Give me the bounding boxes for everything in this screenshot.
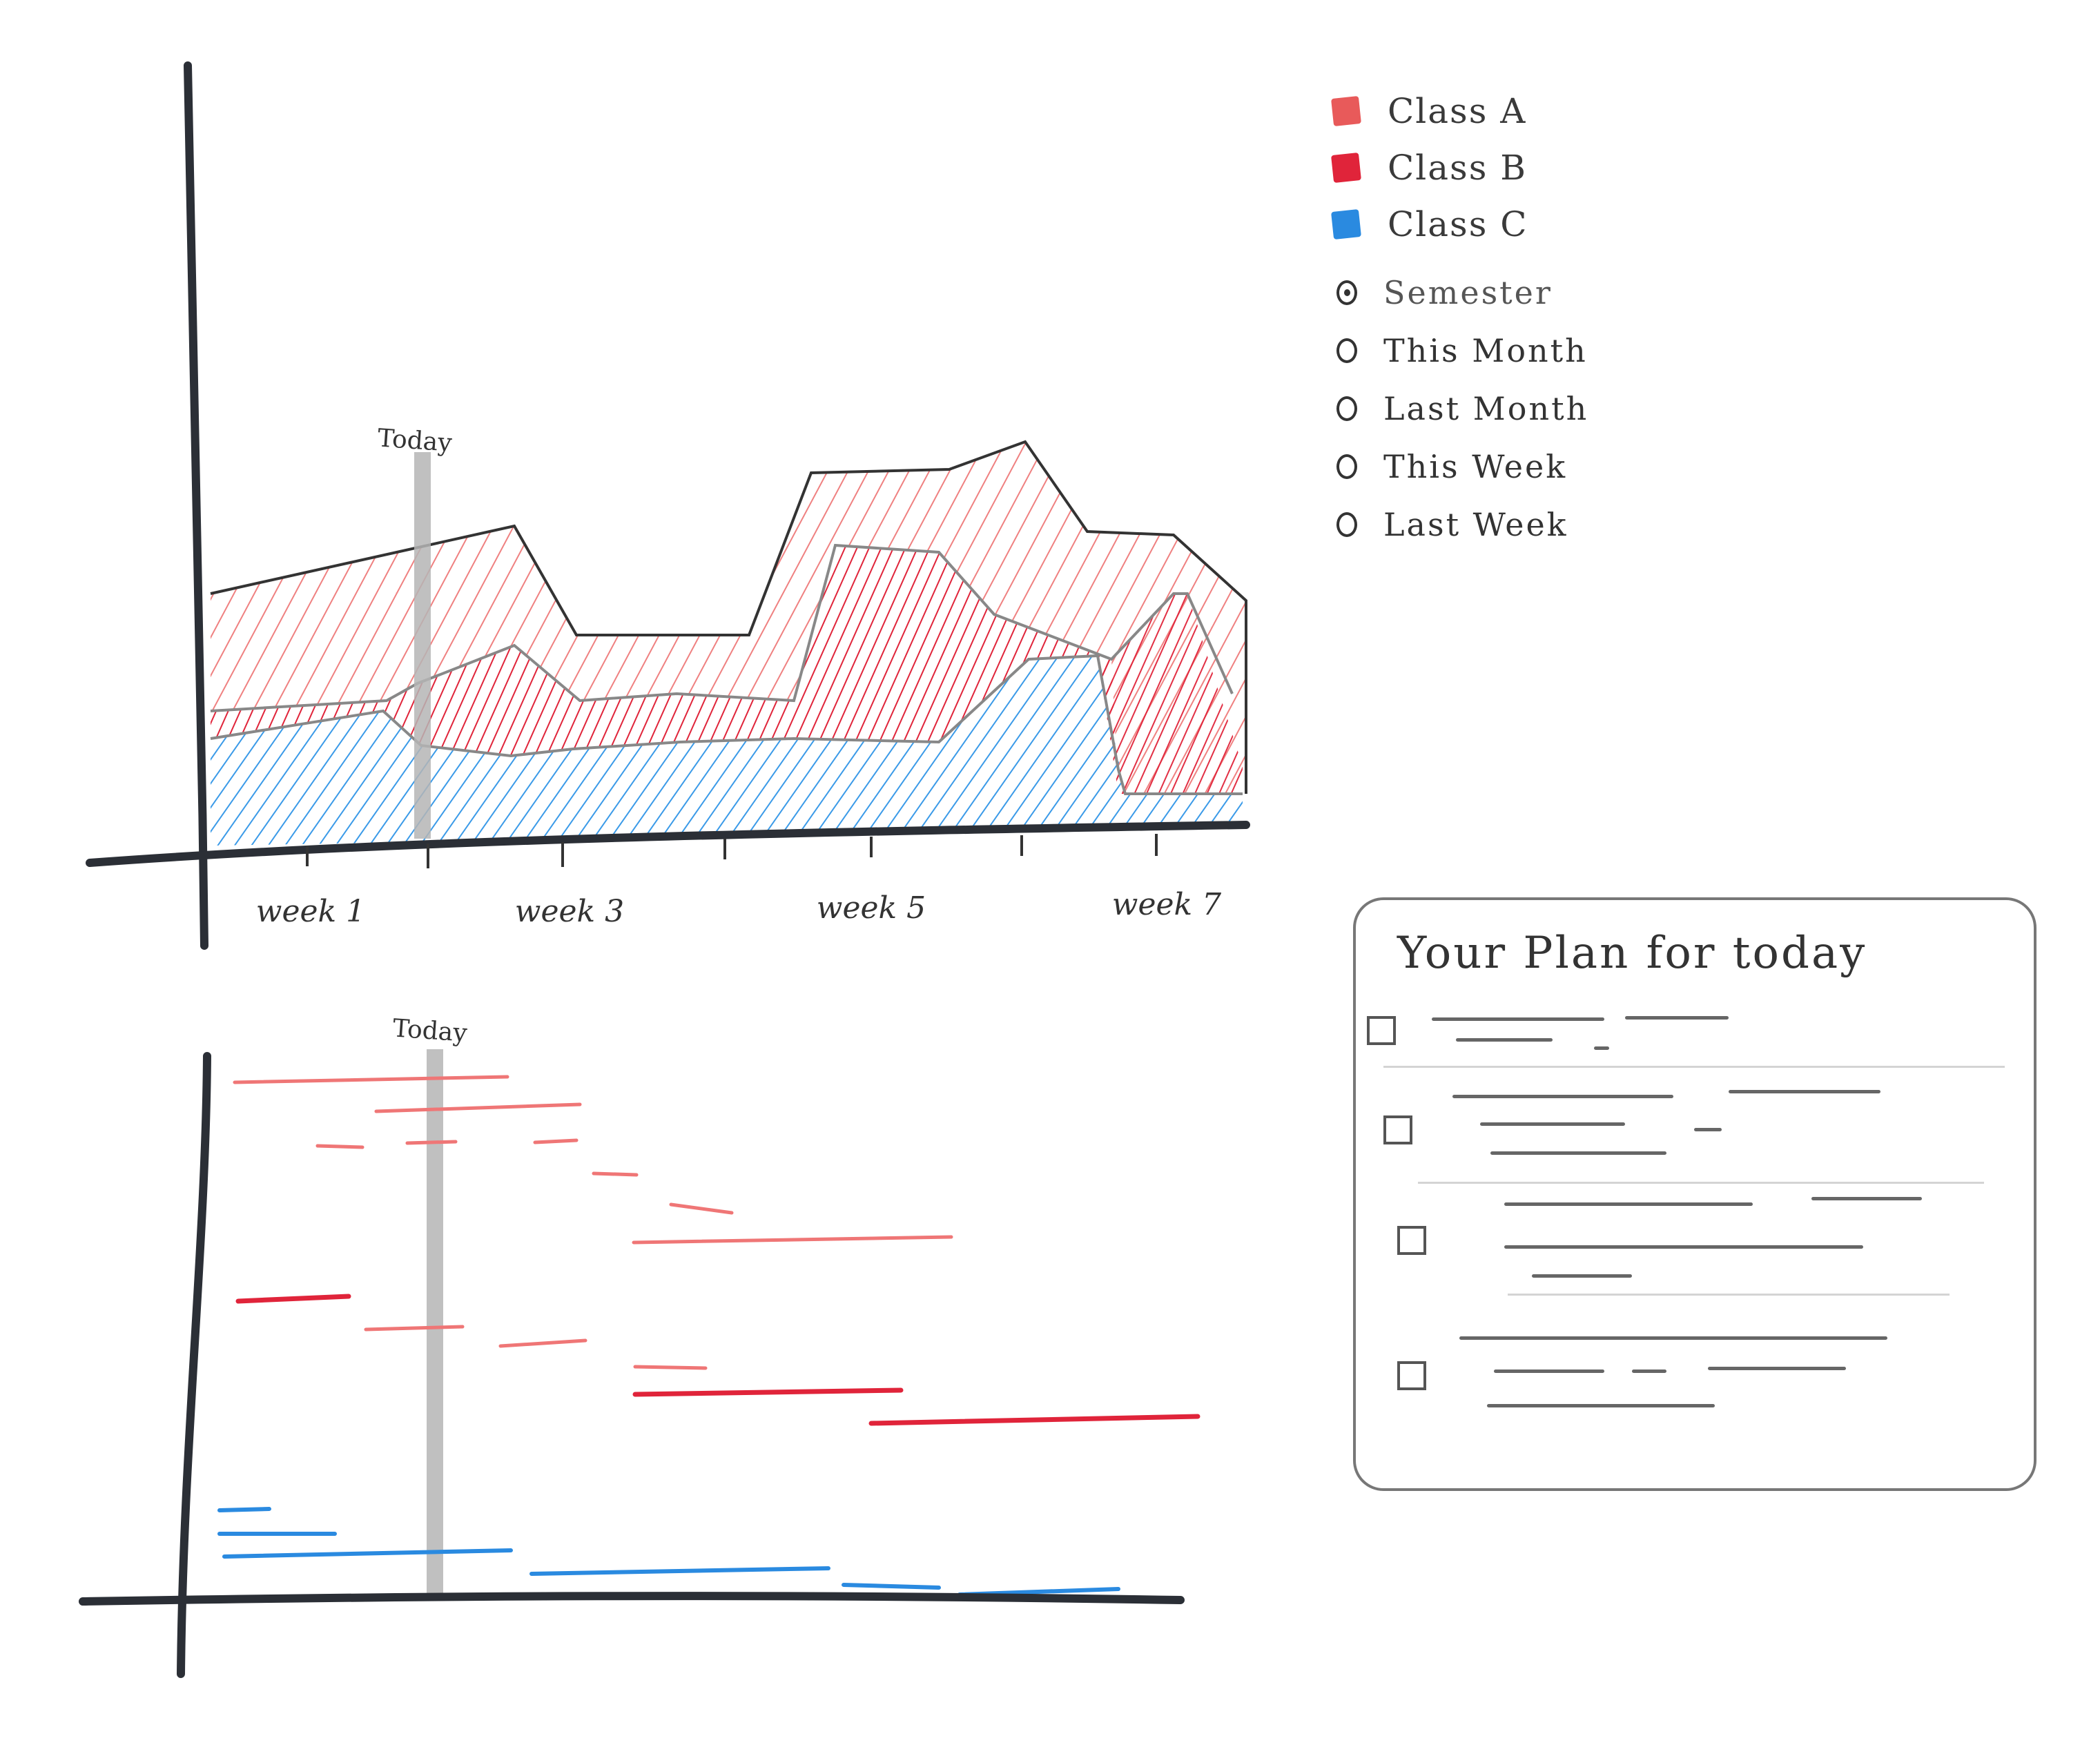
placeholder-text-line <box>1490 1151 1666 1155</box>
x-label-week-7: week 7 <box>1112 887 1221 922</box>
placeholder-text-line <box>1532 1274 1632 1278</box>
legend-item-class-c[interactable]: Class C <box>1331 196 1816 253</box>
placeholder-text-line <box>1494 1369 1604 1373</box>
x-label-week-3: week 3 <box>515 894 624 929</box>
class-b-area-right <box>994 594 1243 794</box>
radio-icon[interactable] <box>1336 338 1357 363</box>
x-label-week-5: week 5 <box>817 890 926 926</box>
class-c-swatch <box>1331 209 1361 240</box>
placeholder-text-line <box>1811 1197 1922 1200</box>
timeline-today-marker-bar[interactable] <box>427 1049 443 1598</box>
radio-icon[interactable] <box>1336 512 1357 537</box>
today-label: Today <box>377 424 454 457</box>
legend-label: Class C <box>1388 204 1528 244</box>
placeholder-text-line <box>1452 1095 1673 1098</box>
period-option-this-month[interactable]: This Month <box>1332 322 1816 380</box>
placeholder-text-line <box>1594 1046 1609 1050</box>
period-label: Last Month <box>1383 390 1589 427</box>
placeholder-text-line <box>1632 1369 1666 1373</box>
placeholder-text-line <box>1625 1016 1729 1020</box>
x-axis <box>86 821 1250 867</box>
radio-icon[interactable] <box>1336 454 1357 479</box>
placeholder-text-line <box>1456 1038 1553 1042</box>
task-checkbox[interactable] <box>1397 1361 1426 1390</box>
today-marker-bar[interactable] <box>414 452 431 839</box>
class-a-outline <box>210 440 1247 794</box>
period-label: Semester <box>1383 274 1553 311</box>
placeholder-text-line <box>1694 1128 1722 1131</box>
class-c-area <box>211 656 1243 846</box>
radio-selected-icon[interactable] <box>1336 280 1357 305</box>
task-divider <box>1418 1182 1984 1184</box>
period-option-this-week[interactable]: This Week <box>1332 438 1816 496</box>
placeholder-text-line <box>1487 1404 1715 1407</box>
period-option-last-week[interactable]: Last Week <box>1332 496 1816 554</box>
period-label: This Week <box>1383 448 1568 485</box>
radio-icon[interactable] <box>1336 396 1357 421</box>
placeholder-text-line <box>1729 1090 1880 1093</box>
task-checkbox[interactable] <box>1367 1016 1396 1045</box>
task-divider <box>1508 1294 1950 1296</box>
placeholder-text-line <box>1504 1245 1863 1249</box>
class-b-outline <box>210 543 1234 712</box>
legend-panel: Class A Class B Class C Semester This Mo… <box>1331 83 1816 554</box>
plan-title: Your Plan for today <box>1397 928 1867 979</box>
legend-label: Class B <box>1388 148 1528 188</box>
class-b-swatch <box>1331 153 1361 183</box>
period-option-last-month[interactable]: Last Month <box>1332 380 1816 438</box>
plan-panel: Your Plan for today <box>1353 897 2036 1491</box>
legend-label: Class A <box>1388 91 1527 131</box>
placeholder-text-line <box>1480 1122 1625 1126</box>
period-label: This Month <box>1383 332 1588 369</box>
legend-item-class-a[interactable]: Class A <box>1331 83 1816 139</box>
placeholder-text-line <box>1459 1336 1887 1340</box>
task-divider <box>1383 1066 2005 1068</box>
x-label-week-1: week 1 <box>256 894 365 929</box>
class-a-swatch <box>1331 96 1361 126</box>
task-checkbox[interactable] <box>1397 1226 1426 1255</box>
placeholder-text-line <box>1432 1017 1604 1021</box>
period-label: Last Week <box>1383 506 1568 543</box>
placeholder-text-line <box>1504 1202 1753 1206</box>
period-option-semester[interactable]: Semester <box>1332 264 1816 322</box>
y-axis <box>184 61 208 950</box>
task-checkbox[interactable] <box>1383 1115 1412 1144</box>
x-axis-ticks <box>306 834 1158 868</box>
class-a-area <box>211 442 1246 794</box>
legend-item-class-b[interactable]: Class B <box>1331 139 1816 196</box>
placeholder-text-line <box>1708 1367 1846 1370</box>
